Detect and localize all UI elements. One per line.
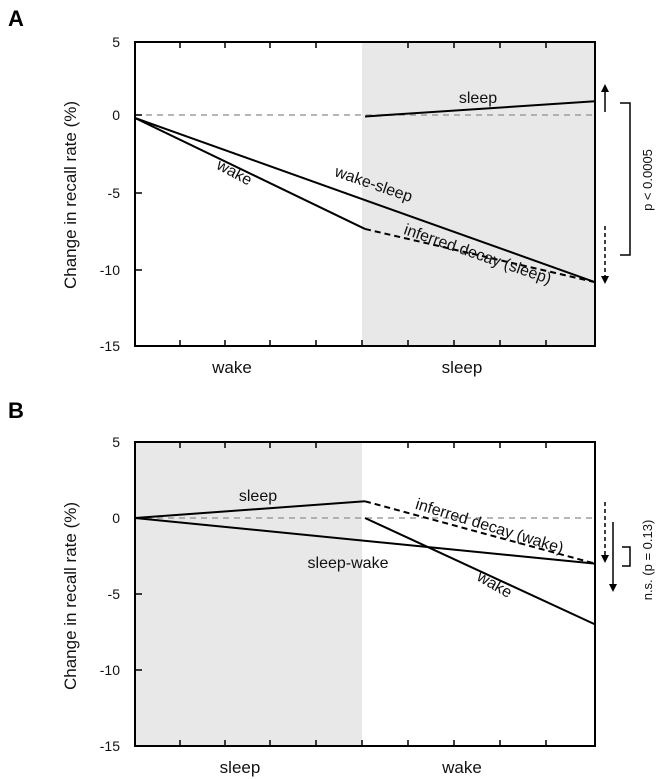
panel-b-y-axis-title: Change in recall rate (%) (61, 502, 80, 690)
panel-b-ytick-neg15: -15 (100, 738, 120, 754)
panel-b-significance-label: n.s. (p = 0.13) (640, 520, 655, 601)
panel-label-a: A (8, 6, 24, 31)
panel-a-ytick-0: 0 (112, 107, 120, 123)
panel-b-ytick-neg5: -5 (108, 586, 121, 602)
panel-b-ytick-0: 0 (112, 510, 120, 526)
panel-a-shaded-region (362, 42, 595, 346)
panel-a-y-ticks (135, 41, 142, 347)
panel-a-ytick-neg10: -10 (100, 262, 120, 278)
panel-b-shaded-region (135, 442, 362, 746)
panel-a-line-sleep (364, 100, 596, 118)
panel-a-ytick-neg5: -5 (108, 185, 121, 201)
panel-b: B 5 0 -5 -10 -15 C (8, 398, 655, 777)
panel-label-b: B (8, 398, 24, 423)
panel-a-line-wake (134, 117, 366, 230)
panel-b-x-ticks (179, 442, 547, 746)
panel-a-plot-frame (134, 41, 596, 347)
panel-a-ytick-neg15: -15 (100, 338, 120, 354)
panel-a-significance-label: p < 0.0005 (640, 149, 655, 211)
panel-b-label-sleep: sleep (239, 488, 277, 505)
panel-b-line-wake (364, 517, 596, 626)
panel-a: A 5 0 -5 -10 (8, 6, 655, 377)
panel-a-significance-marker (601, 84, 631, 284)
panel-a-line-wake-sleep (134, 117, 596, 284)
panel-b-label-sleep-wake: sleep-wake (308, 555, 389, 572)
panel-b-ytick-neg10: -10 (100, 662, 120, 678)
panel-a-x-ticks (179, 42, 547, 346)
panel-b-xcat-wake: wake (441, 758, 482, 777)
panel-b-line-sleep (134, 500, 366, 519)
panel-b-line-sleep-wake (134, 517, 596, 565)
panel-a-label-sleep: sleep (459, 90, 497, 107)
panel-b-significance-marker (601, 502, 631, 592)
panel-a-y-axis-title: Change in recall rate (%) (61, 101, 80, 289)
panel-a-xcat-sleep: sleep (442, 358, 483, 377)
panel-b-label-wake: wake (473, 568, 515, 602)
panel-b-y-ticks (135, 441, 142, 747)
panel-b-xcat-sleep: sleep (220, 758, 261, 777)
panel-b-ytick-5: 5 (112, 434, 120, 450)
panel-a-ytick-5: 5 (112, 34, 120, 50)
panel-a-xcat-wake: wake (211, 358, 252, 377)
panel-a-label-wake: wake (213, 156, 255, 189)
